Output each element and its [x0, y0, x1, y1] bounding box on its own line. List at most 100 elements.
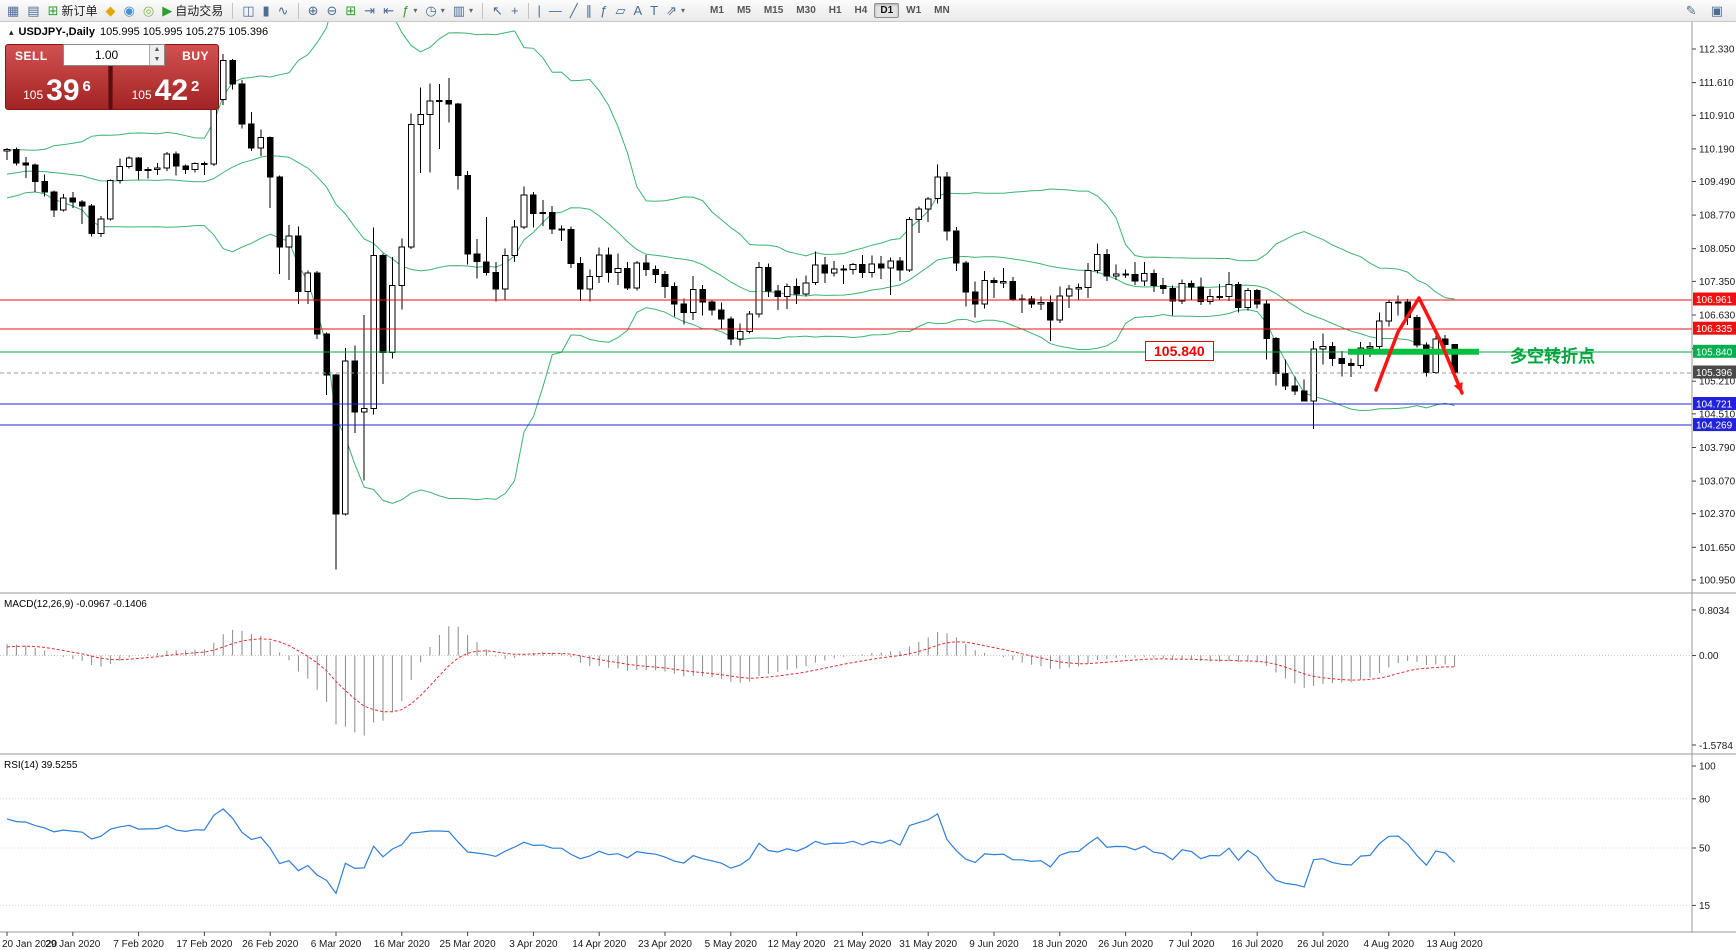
svg-text:100: 100 [1699, 762, 1716, 773]
svg-text:104.510: 104.510 [1699, 409, 1736, 420]
zoom-out-icon[interactable]: ⊖ [326, 3, 338, 18]
svg-text:112.330: 112.330 [1699, 45, 1735, 56]
periods-icon[interactable]: ◷ ▾ [425, 3, 445, 18]
tile-windows-icon[interactable]: ⊞ [345, 3, 357, 18]
svg-text:26 Jun 2020: 26 Jun 2020 [1098, 939, 1153, 950]
svg-text:31 May 2020: 31 May 2020 [899, 939, 957, 950]
svg-text:103.070: 103.070 [1699, 477, 1736, 488]
timeframe-h1[interactable]: H1 [828, 5, 842, 16]
timeframes-group: M1 M5 M15 M30 H1 H4 D1 W1 MN [704, 3, 956, 18]
timeframe-m1[interactable]: M1 [710, 5, 724, 16]
horizontal-level-lines[interactable] [0, 299, 1692, 426]
svg-text:16 Jul 2020: 16 Jul 2020 [1231, 939, 1283, 950]
vertical-line-icon[interactable]: | [537, 3, 541, 18]
timeframe-d1[interactable]: D1 [874, 3, 900, 18]
svg-text:25 Mar 2020: 25 Mar 2020 [440, 939, 497, 950]
new-order-button[interactable]: ⊞ 新订单 [47, 3, 98, 18]
sell-price: 105 39 6 [6, 76, 108, 106]
line-chart-icon[interactable]: ∿ [277, 3, 289, 18]
svg-text:0.8034: 0.8034 [1699, 606, 1730, 617]
svg-text:18 Jun 2020: 18 Jun 2020 [1032, 939, 1087, 950]
volume-value[interactable]: 1.00 [94, 48, 119, 62]
volume-input[interactable]: 1.00 ▲ ▼ [63, 44, 165, 66]
chart-ohlc-header: ▴ USDJPY-,Daily 105.995 105.995 105.275 … [9, 26, 268, 38]
timeframe-m5[interactable]: M5 [736, 5, 751, 16]
svg-text:17 Feb 2020: 17 Feb 2020 [176, 939, 233, 950]
toolbar-separator [527, 2, 529, 19]
volume-down-icon[interactable]: ▼ [150, 55, 164, 65]
volume-spinner[interactable]: ▲ ▼ [149, 45, 164, 65]
turning-point-label[interactable]: 多空转折点 [1510, 347, 1595, 366]
svg-text:106.961: 106.961 [1696, 295, 1733, 306]
svg-text:111.610: 111.610 [1699, 78, 1734, 89]
toolbar: ▦ ▤ ⊞ 新订单 ◆ ◉ ◎ ▶ 自动交易 ◫ ▮ ∿ ⊕ ⊖ ⊞ ⇥ ⇤ ƒ ▾ ◷ ▾ ▥ ▾ ↖ + | — ╱ ∥ ƒ ▱ A T ⇗ ▾… [0, 0, 1736, 22]
volume-up-icon[interactable]: ▲ [150, 45, 164, 55]
indicators-icon[interactable]: ƒ ▾ [402, 3, 418, 18]
rsi-panel [0, 798, 1692, 906]
trade-panel-divider [109, 44, 112, 110]
svg-text:3 Apr 2020: 3 Apr 2020 [509, 939, 558, 950]
price-level-label[interactable]: 105.840 [1145, 341, 1214, 361]
new-chart-icon[interactable]: ▦ [7, 3, 20, 18]
svg-text:80: 80 [1699, 794, 1711, 805]
svg-text:100.950: 100.950 [1699, 576, 1736, 587]
svg-text:108.770: 108.770 [1699, 211, 1736, 222]
channel-icon[interactable]: ∥ [585, 3, 593, 18]
trendline-icon[interactable]: ╱ [569, 3, 578, 18]
timeframe-m15[interactable]: M15 [763, 5, 784, 16]
timeframe-h4[interactable]: H4 [854, 5, 868, 16]
buy-price-prefix: 105 [131, 88, 152, 102]
crosshair-icon[interactable]: + [510, 3, 519, 18]
candlestick-icon[interactable]: ▮ [262, 3, 270, 18]
svg-text:110.910: 110.910 [1699, 111, 1735, 122]
chart-canvas[interactable]: 112.330 111.610 110.910 110.190 109.490 108.7… [0, 22, 1736, 950]
toolbar-right-icons: ✎ ▣ [1683, 3, 1732, 18]
sell-price-sup: 6 [82, 78, 91, 95]
svg-text:105.396: 105.396 [1696, 368, 1733, 379]
svg-text:6 Mar 2020: 6 Mar 2020 [311, 939, 362, 950]
auto-scroll-icon[interactable]: ⇥ [364, 3, 376, 18]
timeframe-mn[interactable]: MN [934, 5, 950, 16]
svg-text:103.790: 103.790 [1699, 443, 1736, 454]
trend-arrow[interactable] [1374, 296, 1464, 395]
arrows-icon[interactable]: ⇗ ▾ [666, 3, 686, 18]
svg-text:110.190: 110.190 [1699, 144, 1735, 155]
svg-text:105.840: 105.840 [1696, 347, 1733, 358]
cursor-icon[interactable]: ↖ [492, 3, 503, 18]
toolbar-layout-icon[interactable]: ▣ [1710, 3, 1723, 18]
fibonacci-icon[interactable]: ƒ [600, 3, 608, 18]
svg-text:9 Jun 2020: 9 Jun 2020 [969, 939, 1019, 950]
zoom-in-icon[interactable]: ⊕ [307, 3, 319, 18]
one-click-collapse-icon[interactable]: ▴ [9, 26, 14, 37]
horizontal-line-icon[interactable]: — [548, 3, 562, 18]
svg-text:15: 15 [1699, 901, 1711, 912]
svg-text:20 Jan 2020: 20 Jan 2020 [2, 939, 57, 950]
autotrade-button[interactable]: ▶ 自动交易 [162, 3, 224, 18]
label-icon[interactable]: T [650, 3, 659, 18]
bar-chart-icon[interactable]: ◫ [242, 3, 255, 18]
rsi-label: RSI(14) 39.5255 [4, 760, 78, 771]
templates-icon[interactable]: ▥ ▾ [452, 3, 474, 18]
text-icon[interactable]: A [633, 3, 643, 18]
metaeditor-icon[interactable]: ◆ [105, 3, 116, 18]
toolbar-edit-icon[interactable]: ✎ [1685, 3, 1697, 18]
svg-text:104.269: 104.269 [1696, 421, 1733, 432]
toolbar-separator [232, 2, 234, 19]
price-axis: 112.330 111.610 110.910 110.190 109.490 108.7… [1692, 45, 1736, 912]
svg-text:50: 50 [1699, 844, 1711, 855]
svg-text:16 Mar 2020: 16 Mar 2020 [374, 939, 431, 950]
market-icon[interactable]: ◉ [123, 3, 135, 18]
community-icon[interactable]: ◎ [142, 3, 155, 18]
profiles-icon[interactable]: ▤ [27, 3, 40, 18]
macd-panel [0, 626, 1692, 736]
timeframe-w1[interactable]: W1 [906, 5, 922, 16]
shapes-icon[interactable]: ▱ [615, 3, 626, 18]
svg-text:0.00: 0.00 [1699, 651, 1719, 662]
svg-text:101.650: 101.650 [1699, 543, 1736, 554]
timeframe-m30[interactable]: M30 [796, 5, 816, 16]
svg-text:23 Apr 2020: 23 Apr 2020 [638, 939, 692, 950]
svg-text:14 Apr 2020: 14 Apr 2020 [572, 939, 626, 950]
chart-shift-icon[interactable]: ⇤ [383, 3, 395, 18]
svg-text:106.335: 106.335 [1696, 324, 1733, 335]
